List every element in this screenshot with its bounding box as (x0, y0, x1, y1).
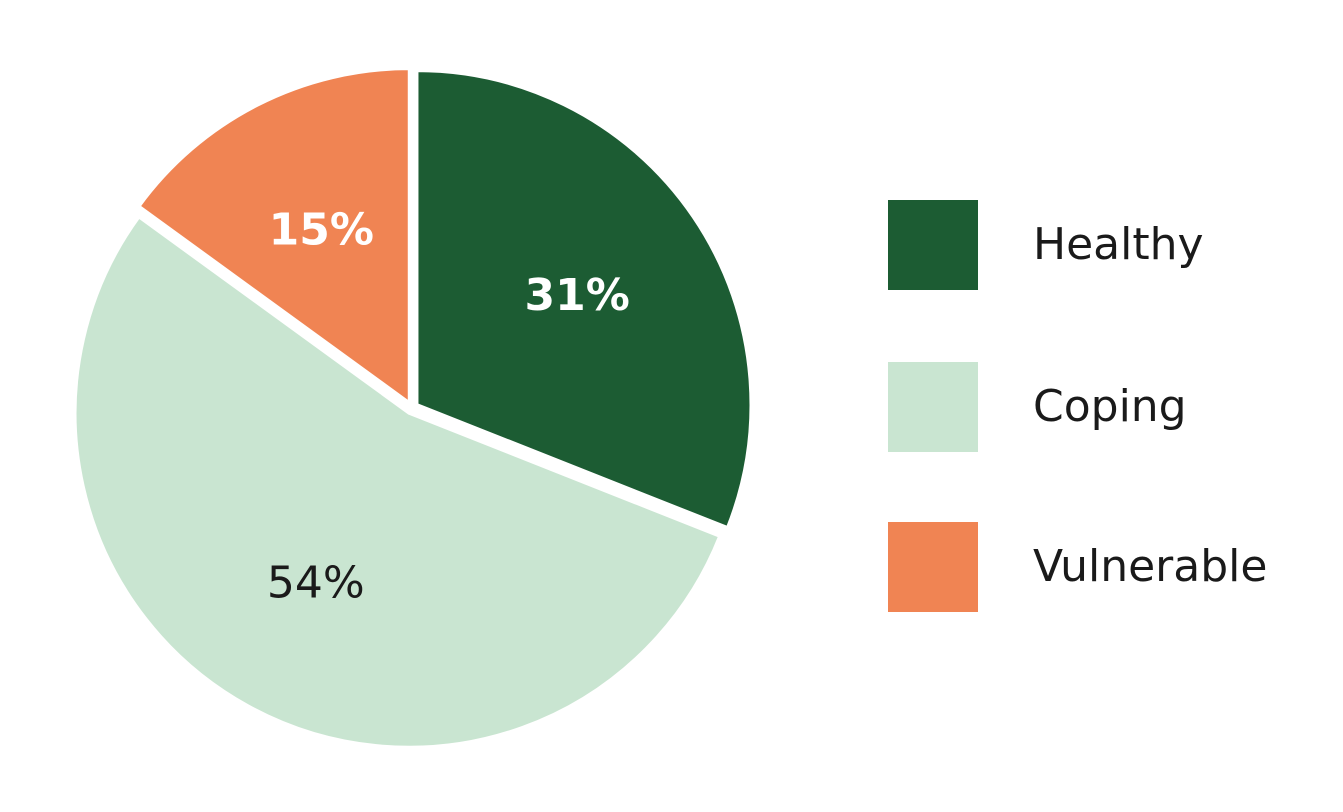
legend-label-coping: Coping (1033, 381, 1187, 432)
pie-label-vulnerable: 15% (269, 205, 374, 256)
pie-label-coping: 54% (267, 558, 365, 609)
legend-swatch-healthy (888, 200, 978, 290)
pie-label-healthy: 31% (525, 270, 630, 321)
legend-label-vulnerable: Vulnerable (1033, 541, 1268, 592)
legend-swatch-coping (888, 362, 978, 452)
legend-item-healthy: Healthy (888, 200, 1308, 290)
pie-slice-vulnerable (137, 67, 411, 405)
legend-item-vulnerable: Vulnerable (888, 522, 1308, 612)
pie-slice-coping (73, 215, 722, 749)
legend-label-healthy: Healthy (1033, 219, 1204, 270)
pie-chart: 31% 54% 15% (73, 67, 753, 749)
legend-swatch-vulnerable (888, 522, 978, 612)
pie-slices (73, 67, 753, 749)
legend-item-coping: Coping (888, 362, 1308, 452)
pie-labels: 31% 54% 15% (267, 205, 630, 609)
pie-slice-healthy (415, 69, 753, 530)
